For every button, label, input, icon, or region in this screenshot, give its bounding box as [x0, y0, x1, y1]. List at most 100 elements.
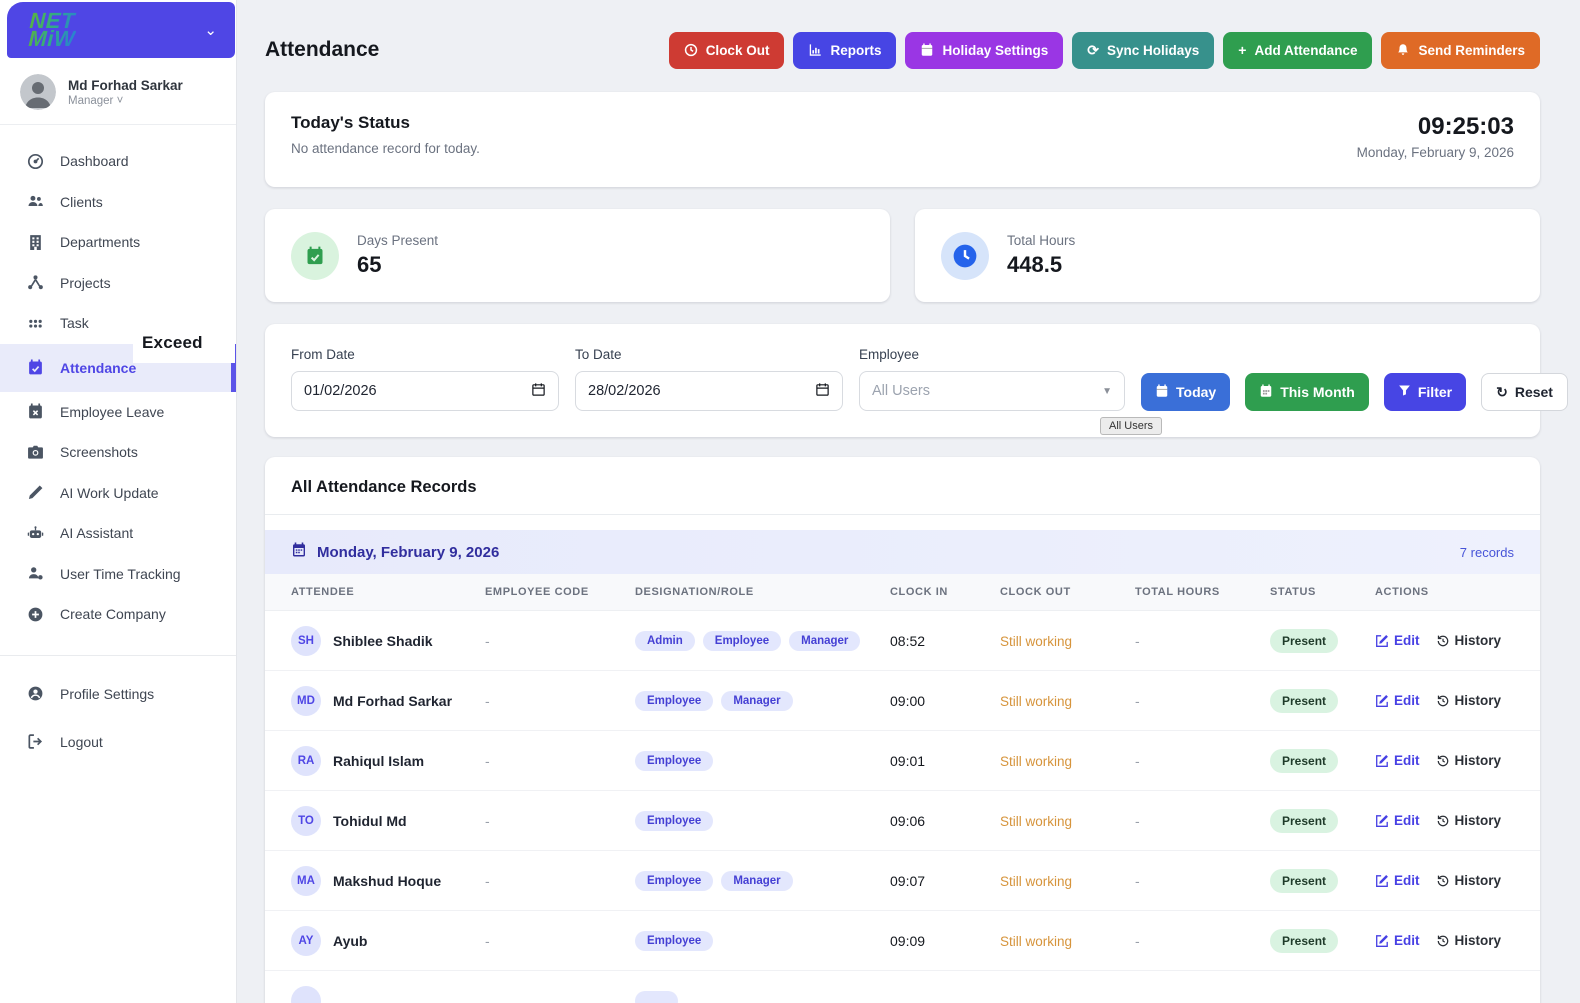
avatar: MA: [291, 866, 321, 896]
reset-icon: ↻: [1496, 385, 1508, 399]
clock-in-value: 09:00: [880, 671, 990, 731]
sidebar-item-label: Projects: [60, 275, 111, 291]
history-icon: [1436, 634, 1450, 648]
today-button[interactable]: Today: [1141, 373, 1230, 411]
header-actions: Clock Out Reports Holiday Settings ⟳ Syn…: [669, 32, 1540, 69]
sidebar-item-create-company[interactable]: Create Company: [0, 594, 236, 635]
employee-label: Employee: [859, 347, 1125, 362]
edit-button[interactable]: Edit: [1375, 633, 1420, 648]
history-button[interactable]: History: [1436, 753, 1502, 768]
clock-out-value: Still working: [1000, 814, 1072, 829]
calendar-icon[interactable]: [815, 382, 830, 401]
table-header-row: Attendee Employee Code Designation/Role …: [265, 574, 1540, 611]
history-button[interactable]: History: [1436, 693, 1502, 708]
calendar-check-icon: [291, 232, 339, 280]
sidebar-item-label: AI Assistant: [60, 525, 133, 541]
sidebar-collapse-button[interactable]: ⌄: [204, 21, 217, 39]
attendee-name: Md Forhad Sarkar: [333, 693, 452, 709]
clock-out-button[interactable]: Clock Out: [669, 32, 785, 69]
edit-button[interactable]: Edit: [1375, 813, 1420, 828]
user-profile[interactable]: Md Forhad Sarkar Manager ˅: [0, 58, 236, 125]
col-clock-in: Clock In: [880, 574, 990, 611]
sidebar-item-ai-work-update[interactable]: AI Work Update: [0, 473, 236, 514]
sidebar-item-label: Dashboard: [60, 153, 129, 169]
role-badge: Manager: [721, 871, 792, 891]
grip-icon: [27, 315, 44, 332]
calendar-icon[interactable]: [531, 382, 546, 401]
sidebar-nav: Dashboard Clients Departments Projects T…: [0, 125, 236, 766]
sync-holidays-button[interactable]: ⟳ Sync Holidays: [1072, 32, 1214, 69]
sidebar-item-label: Screenshots: [60, 444, 138, 460]
sidebar-item-logout[interactable]: Logout: [0, 718, 236, 766]
sidebar-item-label: Departments: [60, 234, 140, 250]
role-badge: Admin: [635, 631, 695, 651]
edit-icon: [1375, 754, 1389, 768]
role-badge: Employee: [635, 751, 713, 771]
edit-button[interactable]: Edit: [1375, 693, 1420, 708]
employee-code: -: [475, 731, 625, 791]
stat-label: Total Hours: [1007, 233, 1075, 248]
avatar: MD: [291, 686, 321, 716]
sidebar-item-departments[interactable]: Departments: [0, 222, 236, 263]
records-title: All Attendance Records: [291, 478, 1514, 497]
attendee-name: Rahiqul Islam: [333, 753, 424, 769]
attendee-name: Makshud Hoque: [333, 873, 441, 889]
employee-select[interactable]: All Users ▼: [859, 371, 1125, 411]
page-title: Attendance: [265, 38, 379, 62]
employee-code: -: [475, 791, 625, 851]
history-icon: [1436, 814, 1450, 828]
plus-icon: +: [1238, 43, 1246, 57]
brand-logo-line2: MiW: [28, 30, 76, 48]
calendar-x-icon: [27, 403, 44, 420]
history-button[interactable]: History: [1436, 933, 1502, 948]
role-badge: Employee: [635, 811, 713, 831]
reports-button[interactable]: Reports: [793, 32, 896, 69]
from-date-input[interactable]: 01/02/2026: [291, 371, 559, 411]
sidebar-item-profile-settings[interactable]: Profile Settings: [0, 670, 236, 718]
sidebar-item-label: User Time Tracking: [60, 566, 181, 582]
table-row: SHShiblee Shadik - AdminEmployeeManager …: [265, 611, 1540, 671]
sidebar-item-label: Logout: [60, 734, 103, 750]
sidebar-item-label: Attendance: [60, 360, 136, 376]
this-month-button[interactable]: This Month: [1245, 373, 1369, 411]
edit-button[interactable]: Edit: [1375, 933, 1420, 948]
col-attendee: Attendee: [265, 574, 475, 611]
filter-card: From Date 01/02/2026 To Date 28/02/2026 …: [265, 324, 1540, 437]
table-row-partial: [265, 971, 1540, 1003]
sidebar-item-clients[interactable]: Clients: [0, 182, 236, 223]
to-date-input[interactable]: 28/02/2026: [575, 371, 843, 411]
table-row: RARahiqul Islam - Employee 09:01 Still w…: [265, 731, 1540, 791]
employee-code: -: [475, 671, 625, 731]
edit-button[interactable]: Edit: [1375, 753, 1420, 768]
add-attendance-button[interactable]: + Add Attendance: [1223, 32, 1372, 69]
send-reminders-button[interactable]: Send Reminders: [1381, 32, 1540, 69]
sidebar-item-label: Clients: [60, 194, 103, 210]
role-badge: Manager: [789, 631, 860, 651]
calendar-icon: [291, 542, 307, 562]
holiday-settings-button[interactable]: Holiday Settings: [905, 32, 1063, 69]
col-actions: Actions: [1365, 574, 1540, 611]
from-date-label: From Date: [291, 347, 559, 362]
history-button[interactable]: History: [1436, 813, 1502, 828]
sidebar-item-dashboard[interactable]: Dashboard: [0, 141, 236, 182]
bell-icon: [1396, 43, 1410, 57]
sidebar-item-ai-assistant[interactable]: AI Assistant: [0, 513, 236, 554]
sidebar-item-screenshots[interactable]: Screenshots: [0, 432, 236, 473]
reset-button[interactable]: ↻ Reset: [1481, 373, 1568, 411]
role-badge: Employee: [635, 691, 713, 711]
avatar: AY: [291, 926, 321, 956]
history-button[interactable]: History: [1436, 873, 1502, 888]
attendance-table: Attendee Employee Code Designation/Role …: [265, 574, 1540, 1003]
chevron-down-icon: ⌄: [204, 22, 217, 39]
sidebar-item-projects[interactable]: Projects: [0, 263, 236, 304]
avatar: RA: [291, 746, 321, 776]
edit-button[interactable]: Edit: [1375, 873, 1420, 888]
to-date-group: To Date 28/02/2026: [575, 347, 843, 411]
sidebar-item-user-time-tracking[interactable]: User Time Tracking: [0, 554, 236, 595]
filter-button[interactable]: Filter: [1384, 373, 1466, 411]
sidebar: NET MiW ⌄ Md Forhad Sarkar Manager ˅ Das…: [0, 0, 237, 1003]
sidebar-item-employee-leave[interactable]: Employee Leave: [0, 392, 236, 433]
col-clock-out: Clock Out: [990, 574, 1125, 611]
history-button[interactable]: History: [1436, 633, 1502, 648]
user-role[interactable]: Manager ˅: [68, 95, 183, 107]
